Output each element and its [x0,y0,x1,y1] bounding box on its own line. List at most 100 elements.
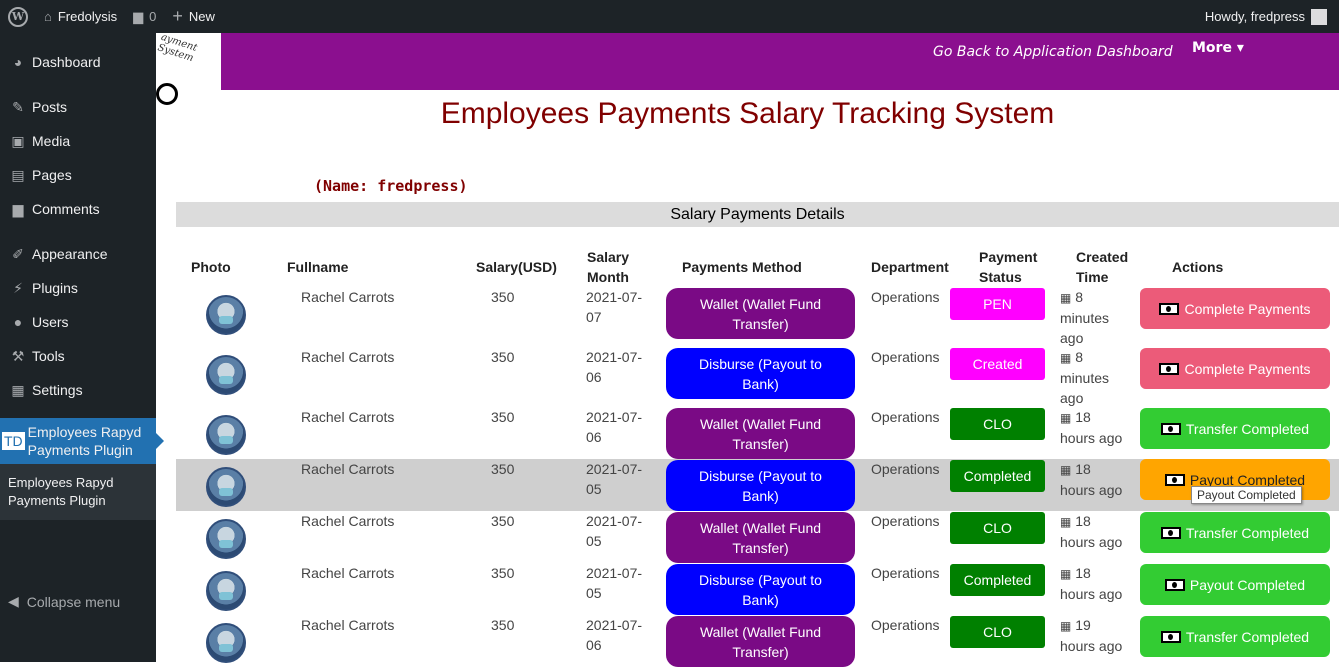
employee-fullname: Rachel Carrots [301,461,395,477]
money-icon [1160,422,1181,435]
account-menu[interactable]: Howdy, fredpress [1205,8,1339,25]
created-time-line2: minutes [1060,310,1110,326]
department: Operations [871,461,940,477]
sidebar-item-settings[interactable]: ▦ Settings [0,373,156,407]
sidebar-item-users[interactable]: ● Users [0,305,156,339]
payment-method-line2: Transfer) [732,643,789,660]
header-salary-month-line1: Salary [587,249,630,265]
salary-month-line2: 06 [586,429,602,445]
table-row: Rachel Carrots 350 2021-07- 06 Wallet (Walle… [176,615,1339,667]
sidebar-item-label: Tools [32,348,65,364]
brush-icon: ✐ [12,245,24,262]
pin-icon: ✎ [12,98,24,115]
comment-icon: ▆ [12,200,24,217]
payment-status-badge: PEN [950,288,1045,320]
header-status-line1: Payment [979,249,1038,265]
table-row: Rachel Carrots 350 2021-07- 06 Disburse (Pay… [176,347,1339,407]
wordpress-logo-button[interactable]: W [0,0,36,33]
salary-month-line1: 2021-07- [586,289,643,305]
employee-fullname: Rachel Carrots [301,617,395,633]
money-icon [1160,526,1181,539]
payment-method-badge: Disburse (Payout to Bank) [666,564,855,615]
user-icon: ● [13,314,23,330]
wrench-icon: ⚒ [11,347,25,364]
logo-text: ayment System [156,33,199,65]
salary-month-line2: 06 [586,637,602,653]
page-title: Employees Payments Salary Tracking Syste… [440,97,1055,130]
header-fullname: Fullname [287,259,349,275]
created-time: ▦ 18 hours ago [1060,563,1122,604]
user-name: (Name: fredpress) [314,177,468,195]
action-button-label: Complete Payments [1184,360,1311,377]
salary-month-line2: 05 [586,481,602,497]
sidebar-item-appearance[interactable]: ✐ Appearance [0,237,156,271]
collapse-menu-button[interactable]: ◀ Collapse menu [0,593,120,610]
calendar-icon: ▦ [1060,567,1072,581]
back-to-dashboard-link[interactable]: Go Back to Application Dashboard [933,44,1173,60]
site-name-link[interactable]: ⌂ Fredolysis [36,0,125,33]
action-button[interactable]: Complete Payments [1140,288,1330,329]
department: Operations [871,513,940,529]
payment-method-badge: Disburse (Payout to Bank) [666,460,855,511]
new-content-link[interactable]: + New [164,0,223,33]
sidebar-item-dashboard[interactable]: ◕ Dashboard [0,45,156,79]
employee-salary: 350 [491,289,515,305]
comment-icon: ▆ [133,8,144,24]
salary-month: 2021-07- 05 [586,459,642,499]
more-dropdown[interactable]: More ▾ [1192,40,1244,56]
salary-month-line1: 2021-07- [586,461,643,477]
header-created-line2: Time [1076,269,1109,285]
created-time-line1: 8 [1075,289,1084,305]
sidebar-item-label: Users [32,314,69,330]
employee-photo [206,415,246,455]
payment-method-line1: Wallet (Wallet Fund [699,623,822,640]
salary-month-line1: 2021-07- [586,409,643,425]
salary-month-line2: 07 [586,309,602,325]
header-method: Payments Method [682,259,802,275]
user-avatar-icon [1311,8,1327,25]
salary-month: 2021-07- 06 [586,407,642,447]
salary-month-line1: 2021-07- [586,349,643,365]
created-time-line3: ago [1060,390,1084,406]
money-icon [1159,302,1180,315]
department: Operations [871,617,940,633]
header-department: Department [871,259,949,275]
action-button[interactable]: Payout Completed [1140,564,1330,605]
payment-method-badge: Wallet (Wallet Fund Transfer) [666,616,855,667]
salary-month-line1: 2021-07- [586,617,643,633]
employee-fullname: Rachel Carrots [301,289,395,305]
sidebar-item-pages[interactable]: ▤ Pages [0,158,156,192]
employee-salary: 350 [491,461,515,477]
header-created-line1: Created [1076,249,1129,265]
action-button[interactable]: Transfer Completed [1140,616,1330,657]
sidebar-item-comments[interactable]: ▆ Comments [0,192,156,226]
sidebar-item-tools[interactable]: ⚒ Tools [0,339,156,373]
department: Operations [871,289,940,305]
created-time-line2: hours ago [1060,430,1123,446]
payment-method-line2: Bank) [742,591,779,608]
action-button[interactable]: Transfer Completed [1140,512,1330,553]
employee-photo [206,571,246,611]
created-time-line1: 18 [1075,513,1091,529]
sidebar-item-posts[interactable]: ✎ Posts [0,90,156,124]
plugin-icon: ⚡ [13,279,23,296]
logo-face-icon [156,83,178,105]
payment-status-badge: CLO [950,408,1045,440]
sidebar-item-label: Posts [32,99,68,115]
sidebar-item-media[interactable]: ▣ Media [0,124,156,158]
submenu-item-employees-rapyd[interactable]: Employees Rapyd Payments Plugin [8,475,114,508]
created-time-line1: 18 [1075,565,1091,581]
comments-link[interactable]: ▆ 0 [125,0,164,33]
action-button[interactable]: Transfer Completed [1140,408,1330,449]
created-time-line2: hours ago [1060,482,1123,498]
sidebar-item-plugins[interactable]: ⚡ Plugins [0,271,156,305]
payment-method-badge: Wallet (Wallet Fund Transfer) [666,288,855,339]
created-time-line2: hours ago [1060,534,1123,550]
created-time-line1: 18 [1075,409,1091,425]
created-time: ▦ 18 hours ago [1060,511,1122,552]
sidebar-item-employees-rapyd[interactable]: TD Employees Rapyd Payments Plugin [0,418,164,464]
action-button[interactable]: Complete Payments [1140,348,1330,389]
table-row: Rachel Carrots 350 2021-07- 05 Disburse (Pay… [176,459,1339,511]
created-time: ▦ 8 minutes ago [1060,287,1109,348]
salary-month-line2: 05 [586,585,602,601]
